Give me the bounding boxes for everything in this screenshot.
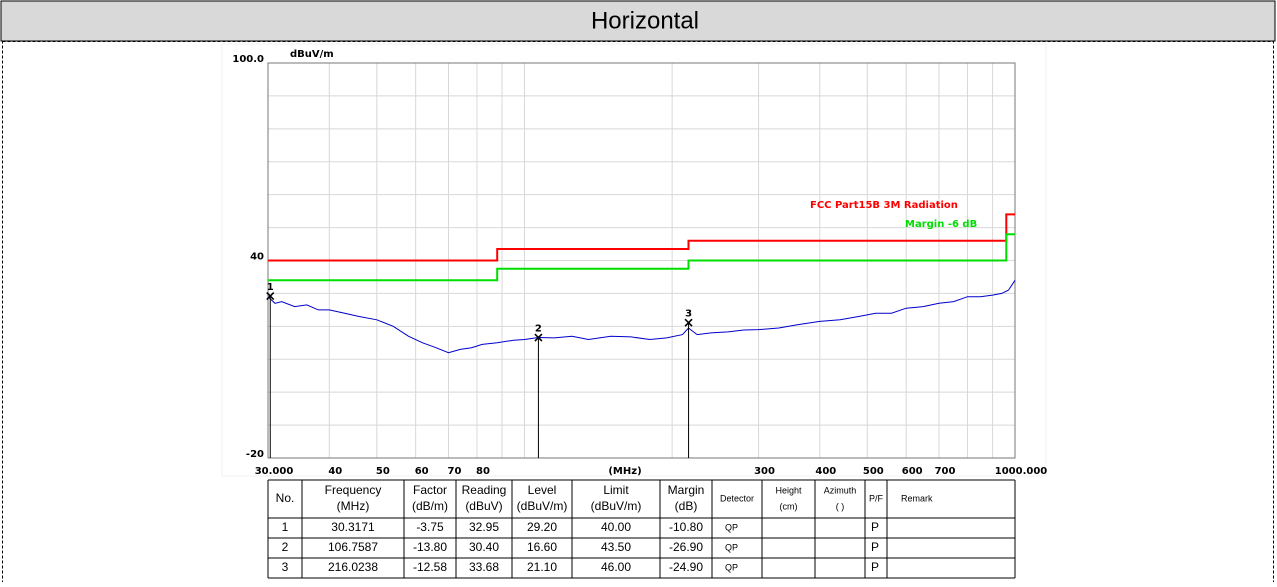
table-cell: 2 bbox=[282, 540, 289, 554]
marker bbox=[266, 291, 275, 301]
x-tick-label: 30.000 bbox=[255, 466, 294, 477]
table-cell: 216.0238 bbox=[328, 560, 378, 574]
x-tick-label: 70 bbox=[448, 466, 462, 477]
x-axis-label: (MHz) bbox=[608, 466, 641, 477]
column-header: Reading bbox=[462, 483, 507, 497]
column-header: (dBuV) bbox=[465, 499, 502, 513]
column-header: (cm) bbox=[780, 501, 798, 511]
y-tick-label: 100.0 bbox=[232, 54, 264, 65]
x-tick-label: 50 bbox=[376, 466, 390, 477]
x-tick-label: 1000.000 bbox=[995, 466, 1048, 477]
series-line bbox=[268, 213, 1015, 262]
table-cell: -10.80 bbox=[669, 520, 703, 534]
legend-label: Margin -6 dB bbox=[905, 219, 977, 230]
x-tick-label: 600 bbox=[902, 466, 923, 477]
table-cell: P bbox=[871, 540, 879, 554]
marker-label: 1 bbox=[267, 282, 274, 293]
column-header: (dBuV/m) bbox=[591, 499, 642, 513]
column-header: Limit bbox=[603, 483, 629, 497]
column-header: Frequency bbox=[325, 483, 382, 497]
column-header: (dBuV/m) bbox=[517, 499, 568, 513]
x-tick-label: 400 bbox=[815, 466, 836, 477]
table-cell: QP bbox=[725, 522, 738, 532]
column-header: (dB) bbox=[675, 499, 698, 513]
series-line bbox=[267, 280, 1016, 354]
table-cell: -24.90 bbox=[669, 560, 703, 574]
table-cell: 1 bbox=[282, 520, 289, 534]
header-bar bbox=[0, 0, 1276, 42]
y-tick-label: -20 bbox=[246, 449, 264, 460]
series-line bbox=[268, 233, 1015, 282]
column-header: Factor bbox=[413, 483, 447, 497]
header-title: Horizontal bbox=[591, 7, 699, 34]
x-tick-label: 500 bbox=[863, 466, 884, 477]
table-cell: 43.50 bbox=[601, 540, 631, 554]
table-cell: 33.68 bbox=[469, 560, 499, 574]
y-unit: dBuV/m bbox=[290, 49, 334, 60]
column-header: (MHz) bbox=[337, 499, 370, 513]
table-cell: 106.7587 bbox=[328, 540, 378, 554]
column-header: (dB/m) bbox=[412, 499, 448, 513]
table-cell: 3 bbox=[282, 560, 289, 574]
table-cell: -26.90 bbox=[669, 540, 703, 554]
marker-label: 2 bbox=[535, 324, 542, 335]
column-header: Margin bbox=[668, 483, 705, 497]
y-tick-label: 40 bbox=[250, 252, 264, 263]
table-cell: QP bbox=[725, 542, 738, 552]
x-tick-label: 80 bbox=[476, 466, 490, 477]
table-cell: -13.80 bbox=[413, 540, 447, 554]
table-cell: 16.60 bbox=[527, 540, 557, 554]
column-header: Remark bbox=[901, 493, 933, 503]
table-cell: 21.10 bbox=[527, 560, 557, 574]
marker bbox=[684, 318, 693, 327]
column-header: No. bbox=[276, 491, 295, 505]
table-cell: 29.20 bbox=[527, 520, 557, 534]
table-cell: 30.3171 bbox=[331, 520, 375, 534]
marker bbox=[534, 333, 543, 342]
column-header: Detector bbox=[720, 493, 754, 503]
table-cell: P bbox=[871, 520, 879, 534]
column-header: Azimuth bbox=[824, 485, 857, 495]
x-tick-label: 40 bbox=[328, 466, 342, 477]
table-cell: -3.75 bbox=[416, 520, 444, 534]
x-tick-label: 300 bbox=[754, 466, 775, 477]
table-cell: QP bbox=[725, 562, 738, 572]
table-cell: -12.58 bbox=[413, 560, 447, 574]
column-header: Level bbox=[528, 483, 557, 497]
x-tick-label: 60 bbox=[415, 466, 429, 477]
marker-label: 3 bbox=[685, 309, 692, 320]
x-tick-label: 700 bbox=[935, 466, 956, 477]
legend-label: FCC Part15B 3M Radiation bbox=[810, 200, 958, 211]
table-cell: 40.00 bbox=[601, 520, 631, 534]
table-cell: P bbox=[871, 560, 879, 574]
table-cell: 46.00 bbox=[601, 560, 631, 574]
column-header: Height bbox=[775, 485, 802, 495]
column-header: ( ) bbox=[836, 501, 845, 511]
table-cell: 30.40 bbox=[469, 540, 499, 554]
column-header: P/F bbox=[869, 493, 884, 503]
table-cell: 32.95 bbox=[469, 520, 499, 534]
